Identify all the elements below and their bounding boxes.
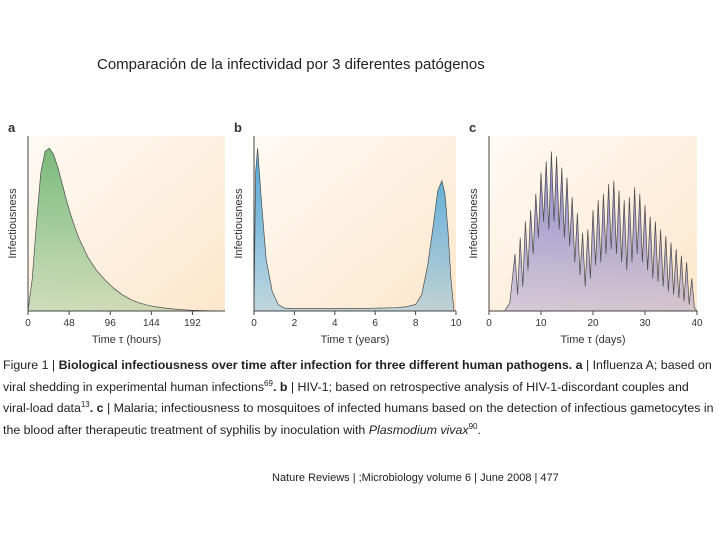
x-axis-label: Time τ (days) — [560, 334, 625, 346]
caption-part-c: | Malaria; infectiousness to mosquitoes … — [3, 401, 714, 437]
x-tick-label: 0 — [25, 318, 31, 329]
x-tick-label: 2 — [292, 318, 298, 329]
x-tick-label: 48 — [64, 318, 76, 329]
caption-species: Plasmodium vivax — [368, 422, 469, 437]
caption-ref-a: 69 — [264, 378, 273, 388]
x-axis-label: Time τ (years) — [321, 334, 390, 346]
x-tick-label: 30 — [639, 318, 651, 329]
slide-title: Comparación de la infectividad por 3 dif… — [97, 56, 485, 73]
x-tick-label: 20 — [587, 318, 599, 329]
plot-background — [254, 136, 456, 311]
x-axis-label: Time τ (hours) — [92, 334, 161, 346]
x-tick-label: 96 — [105, 318, 117, 329]
caption-ref-c: 90 — [468, 421, 478, 431]
caption-bold-title: Biological infectiousness over time afte… — [58, 358, 583, 372]
caption-fig-label: Figure 1 | — [3, 358, 59, 372]
infectiousness-area — [27, 147, 226, 312]
citation-footer: Nature Reviews | ;Microbiology volume 6 … — [272, 472, 559, 484]
x-tick-label: 144 — [143, 318, 160, 329]
chart-influenza: 0 48 96 144 192 a Infectiousness Time τ (hours) — [7, 120, 226, 346]
x-tick-label: 40 — [691, 318, 703, 329]
x-tick-label: 0 — [486, 318, 492, 329]
x-tick-label: 10 — [450, 318, 462, 329]
caption-part-b: | HIV-1; based on retrospective analysis… — [3, 379, 689, 416]
panel-letter: a — [8, 120, 16, 135]
infectiousness-area — [253, 148, 455, 312]
x-tick-label: 8 — [413, 318, 419, 329]
caption-part-c-label: . c — [89, 401, 104, 416]
x-tick-label: 10 — [535, 318, 547, 329]
y-axis-label: Infectiousness — [468, 188, 480, 259]
panel-letter: b — [234, 120, 242, 135]
panel-b: 0 2 4 6 8 10 b Infectiousness Time τ (years) — [230, 118, 465, 353]
caption-part-a: | Influenza A; based on viral shedding i… — [3, 358, 712, 394]
x-tick-label: 0 — [251, 318, 257, 329]
infectiousness-area — [489, 151, 698, 312]
y-axis-label: Infectiousness — [233, 188, 245, 259]
panel-a: 0 48 96 144 192 a Infectiousness Time τ (hours) — [0, 118, 235, 353]
caption-end: . — [477, 422, 481, 437]
x-tick-label: 4 — [332, 318, 338, 329]
x-tick-label: 6 — [372, 318, 378, 329]
figure-caption: Figure 1 | Biological infectiousness ove… — [3, 357, 715, 439]
caption-ref-b: 13 — [80, 400, 90, 410]
y-axis-label: Infectiousness — [7, 188, 19, 259]
chart-hiv: 0 2 4 6 8 10 b Infectiousness Time τ (years) — [233, 120, 462, 346]
x-tick-label: 192 — [184, 318, 201, 329]
panel-c: 0 10 20 30 40 c Infectiousness Time τ (days) — [468, 118, 710, 353]
panel-letter: c — [469, 120, 476, 135]
caption-part-b-label: . b — [272, 379, 288, 394]
chart-malaria: 0 10 20 30 40 c Infectiousness Time τ (days) — [468, 120, 703, 346]
